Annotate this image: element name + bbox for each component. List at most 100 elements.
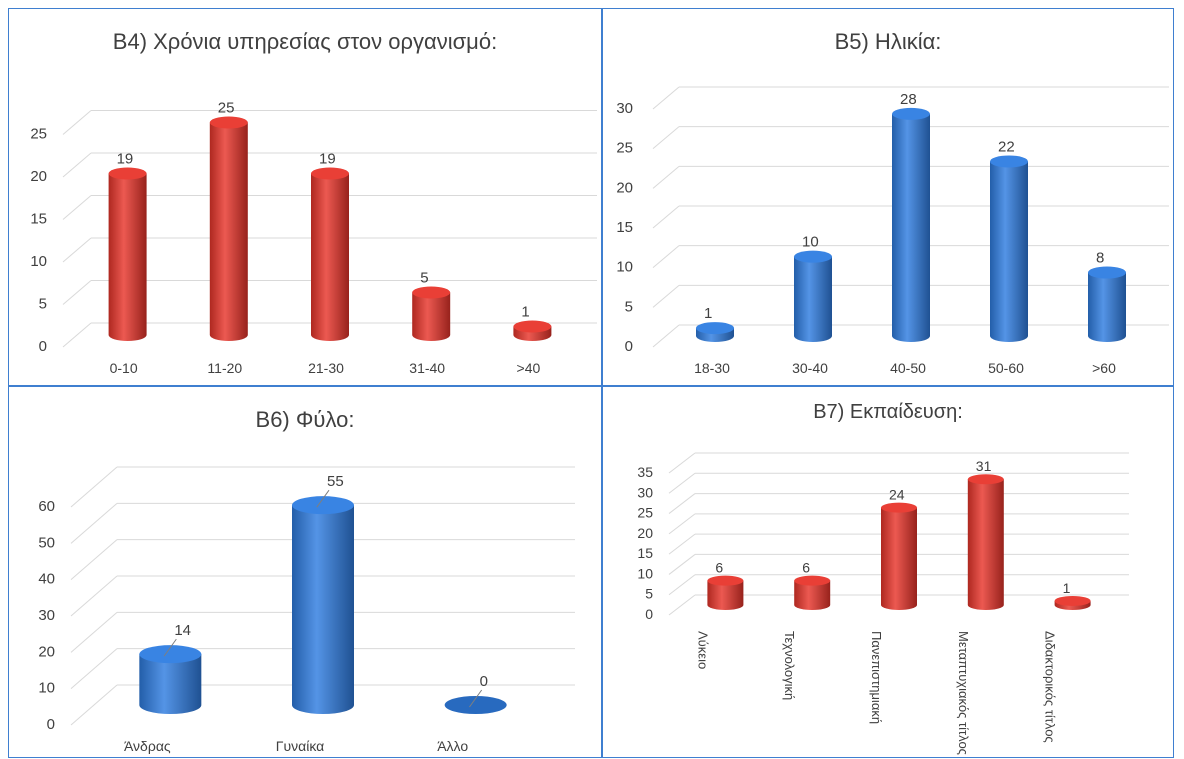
chart-panel-b6: B6) Φύλο: 0 10 20 30 40 50 60 14 Άνδρας 55 Γυναίκα… bbox=[8, 386, 602, 758]
bar-4 bbox=[513, 320, 552, 342]
y-tick-label: 25 bbox=[637, 505, 653, 521]
y-tick-label: 10 bbox=[30, 253, 47, 270]
bar-top bbox=[990, 155, 1028, 168]
gridline-depth bbox=[652, 245, 680, 269]
gridline-depth bbox=[62, 237, 92, 263]
gridline-depth bbox=[70, 502, 118, 544]
bar-4 bbox=[1088, 266, 1126, 342]
y-tick-label: 15 bbox=[616, 219, 633, 236]
data-label: 28 bbox=[900, 91, 917, 108]
data-label-leader bbox=[163, 638, 177, 657]
y-tick-label: 5 bbox=[625, 298, 633, 315]
bar-0 bbox=[108, 167, 147, 341]
bar-top bbox=[513, 320, 552, 333]
bar-body bbox=[412, 292, 451, 341]
gridline-depth bbox=[70, 648, 118, 690]
x-tick-label: 50-60 bbox=[988, 360, 1024, 376]
data-label: 8 bbox=[1096, 250, 1104, 267]
gridline-depth bbox=[652, 126, 680, 150]
bar-body bbox=[108, 173, 147, 341]
data-label-leader bbox=[469, 689, 483, 708]
chart-title-b4: B4) Χρόνια υπηρεσίας στον οργανισμό: bbox=[112, 29, 498, 54]
x-tick-label: 0-10 bbox=[110, 360, 138, 376]
x-tick-label: 40-50 bbox=[890, 360, 926, 376]
data-label: 10 bbox=[802, 234, 819, 251]
bar-4 bbox=[1054, 595, 1091, 610]
gridline-depth bbox=[668, 513, 696, 535]
x-tick-label: Γυναίκα bbox=[276, 738, 325, 754]
gridline-depth bbox=[668, 493, 696, 514]
bar-top bbox=[794, 250, 832, 263]
bar-top bbox=[967, 474, 1004, 485]
data-label: 14 bbox=[174, 622, 191, 639]
y-tick-label: 15 bbox=[637, 545, 653, 561]
gridline-depth bbox=[70, 611, 118, 653]
bar-3 bbox=[967, 474, 1004, 610]
y-tick-label: 40 bbox=[38, 571, 55, 588]
data-label: 1 bbox=[521, 304, 529, 321]
gridline-depth bbox=[62, 280, 92, 305]
gridline-depth bbox=[652, 284, 680, 308]
chart-b5: 0 5 10 15 20 25 30 1 18-30 10 30-40 28 40-50 22 50-60 8… bbox=[616, 86, 1169, 376]
data-label: 5 bbox=[420, 270, 428, 287]
x-tick-label: Πανεπιστημιακή bbox=[869, 631, 884, 724]
chart-b4: 0 5 10 15 20 25 19 0-10 25 11-20 19 21-30 5 31-40 1 >40 bbox=[30, 100, 597, 376]
bar-top bbox=[1088, 266, 1126, 279]
y-tick-label: 20 bbox=[637, 525, 653, 541]
data-label: 0 bbox=[480, 673, 488, 690]
bar-body bbox=[990, 161, 1028, 342]
gridline-depth bbox=[70, 684, 118, 726]
x-tick-label: Άνδρας bbox=[124, 738, 171, 754]
gridline-depth bbox=[668, 574, 696, 596]
bar-2 bbox=[444, 696, 507, 714]
x-tick-label: 11-20 bbox=[207, 360, 242, 376]
data-label: 24 bbox=[889, 487, 905, 503]
y-tick-label: 5 bbox=[645, 586, 653, 602]
x-tick-label: Μεταπτυχιακός τίτλος bbox=[956, 631, 971, 755]
bar-3 bbox=[990, 155, 1028, 342]
y-tick-label: 30 bbox=[616, 100, 633, 117]
bar-0 bbox=[707, 575, 744, 610]
gridline-depth bbox=[668, 452, 696, 474]
bar-body bbox=[292, 505, 354, 714]
x-tick-label: Τεχνολογική bbox=[782, 631, 797, 700]
y-tick-label: 50 bbox=[38, 534, 55, 551]
bar-top bbox=[696, 322, 734, 335]
chart-b6: 0 10 20 30 40 50 60 14 Άνδρας 55 Γυναίκα 0 Άλλο bbox=[38, 466, 575, 754]
bar-top bbox=[707, 575, 744, 586]
bar-body bbox=[139, 654, 202, 714]
gridline-depth bbox=[652, 205, 680, 229]
data-label: 22 bbox=[998, 138, 1015, 155]
chart-title-b5: B5) Ηλικία: bbox=[834, 29, 942, 54]
gridline-depth bbox=[652, 324, 680, 348]
chart-panel-b4: B4) Χρόνια υπηρεσίας στον οργανισμό: 0 5 1… bbox=[8, 8, 602, 386]
bar-body bbox=[1088, 272, 1126, 342]
data-label: 6 bbox=[715, 560, 723, 576]
bar-1 bbox=[292, 496, 354, 714]
bar-body bbox=[967, 479, 1004, 610]
bar-top bbox=[292, 496, 354, 515]
y-tick-label: 0 bbox=[47, 716, 55, 733]
bar-body bbox=[881, 507, 917, 610]
y-tick-label: 20 bbox=[30, 168, 47, 185]
data-label: 25 bbox=[218, 100, 235, 117]
bar-3 bbox=[412, 286, 451, 341]
bar-top bbox=[412, 286, 451, 299]
chart-panel-b7: B7) Εκπαίδευση: 0 5 10 15 20 25 30 35 6 Λύκειο 6 Τε… bbox=[602, 386, 1174, 758]
bar-top bbox=[139, 645, 202, 664]
x-tick-label: >60 bbox=[1092, 360, 1116, 376]
y-tick-label: 25 bbox=[616, 140, 633, 157]
y-tick-label: 30 bbox=[38, 607, 55, 624]
bar-1 bbox=[794, 575, 831, 610]
gridline-depth bbox=[70, 539, 118, 581]
y-tick-label: 5 bbox=[39, 296, 47, 313]
bar-2 bbox=[892, 107, 930, 342]
x-tick-label: 31-40 bbox=[409, 360, 445, 376]
bar-top bbox=[1054, 595, 1091, 606]
gridline-depth bbox=[668, 533, 696, 555]
y-tick-label: 10 bbox=[637, 565, 653, 581]
bar-top bbox=[209, 116, 248, 129]
y-tick-label: 0 bbox=[645, 606, 653, 622]
x-tick-label: 30-40 bbox=[792, 360, 828, 376]
